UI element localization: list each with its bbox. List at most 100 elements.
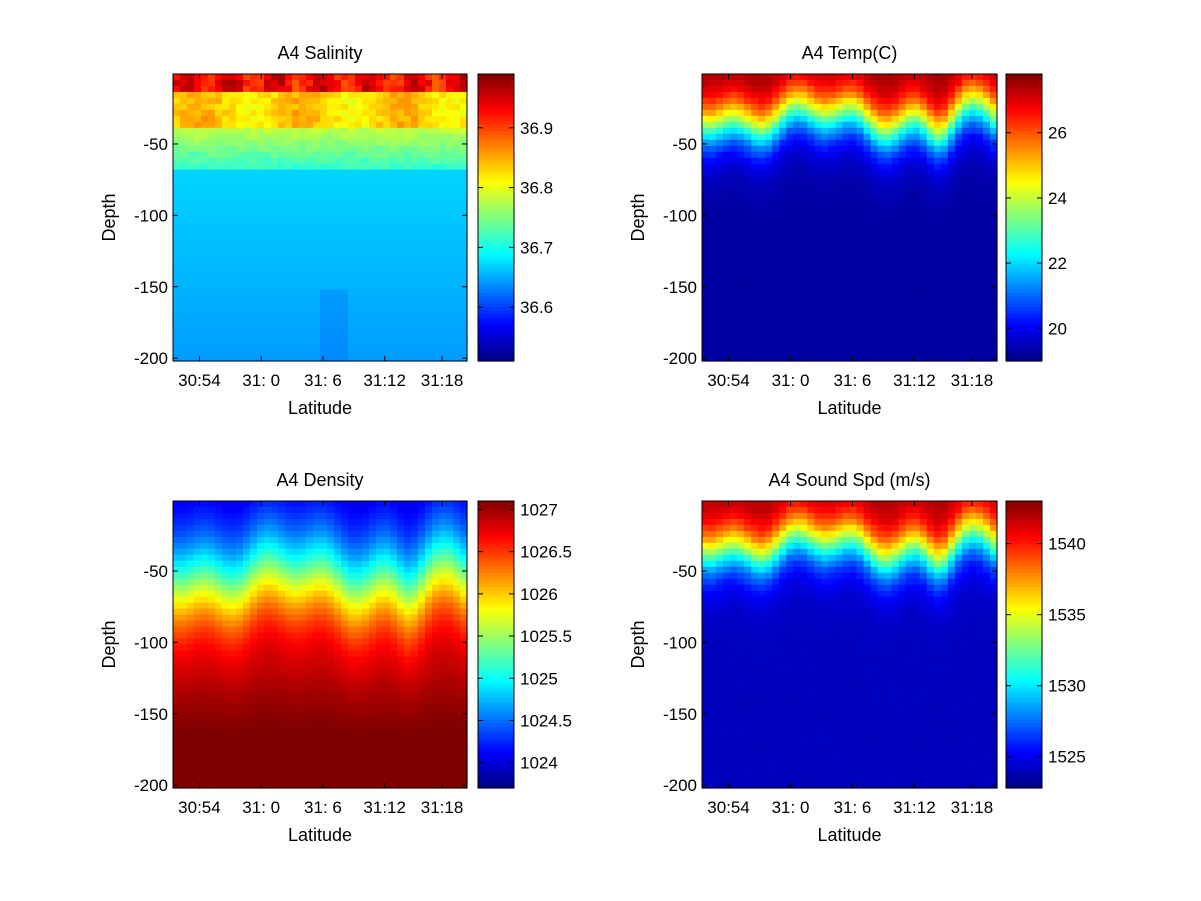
heatmap-cell [334,313,342,320]
heatmap-cell [425,127,433,135]
heatmap-cell [723,265,731,272]
heatmap-cell [222,74,230,81]
heatmap-cell [292,127,300,135]
heatmap-cell [257,121,265,129]
heatmap-cell [989,145,998,153]
heatmap-cell [187,566,195,574]
heatmap-cell [390,355,398,362]
heatmap-cell [180,283,188,290]
heatmap-cell [758,265,766,272]
heatmap-cell [236,235,244,243]
heatmap-cell [250,337,258,344]
heatmap-cell [180,680,188,687]
heatmap-cell [320,325,328,332]
heatmap-cell [432,133,440,141]
heatmap-cell [271,133,279,141]
chart-title: A4 Salinity [277,43,362,63]
heatmap-cell [376,151,384,159]
heatmap-cell [306,265,314,272]
heatmap-cell [779,157,787,165]
heatmap-cell [418,235,426,243]
heatmap-cell [835,277,844,284]
heatmap-cell [264,554,272,562]
heatmap-cell [814,151,822,159]
heatmap-cell [961,307,970,314]
heatmap-cell [975,133,984,141]
heatmap-cell [215,548,223,556]
heatmap-cell [933,157,942,165]
heatmap-cell [954,169,963,177]
heatmap-cell [271,79,279,87]
heatmap-cell [341,253,349,260]
heatmap-cell [751,283,759,290]
heatmap-cell [355,301,363,308]
heatmap-cell [348,139,356,147]
heatmap-cell [215,211,223,219]
heatmap-cell [285,109,293,117]
heatmap-cell [730,229,738,237]
heatmap-cell [905,271,914,278]
heatmap-cell [201,758,209,765]
heatmap-cell [982,271,991,278]
heatmap-cell [236,109,244,117]
heatmap-cell [355,319,363,326]
heatmap-cell [968,91,977,99]
heatmap-cell [940,217,949,225]
heatmap-cell [236,295,244,302]
heatmap-cell [320,169,328,177]
heatmap-cell [432,253,440,260]
heatmap-cell [187,217,195,225]
heatmap-cell [187,686,195,693]
heatmap-cell [355,325,363,332]
heatmap-cell [201,127,209,135]
heatmap-cell [201,746,209,753]
heatmap-cell [891,235,900,243]
heatmap-cell [905,331,914,338]
heatmap-cell [327,145,335,153]
heatmap-cell [292,97,300,105]
heatmap-cell [961,91,970,99]
heatmap-cell [954,217,963,225]
heatmap-cell [404,259,412,266]
heatmap-cell [187,524,195,532]
heatmap-cell [362,313,370,320]
heatmap-cell [975,127,984,135]
heatmap-cell [236,632,244,640]
heatmap-cell [327,223,335,231]
heatmap-cell [940,145,949,153]
heatmap-cell [758,301,766,308]
heatmap-cell [821,169,830,177]
heatmap-cell [278,181,286,189]
heatmap-cell [842,133,851,141]
heatmap-cell [779,229,787,237]
heatmap-cell [383,343,391,350]
heatmap-cell [222,746,230,753]
heatmap-cell [751,109,759,117]
heatmap-cell [250,782,258,789]
heatmap-cell [411,349,419,356]
heatmap-cell [828,283,837,290]
heatmap-cell [411,319,419,326]
heatmap-cell [702,187,710,195]
heatmap-cell [800,241,808,248]
heatmap-cell [320,97,328,105]
heatmap-cell [968,133,977,141]
heatmap-cell [418,187,426,195]
heatmap-cell [828,91,837,99]
heatmap-cell [898,169,907,177]
heatmap-cell [404,283,412,290]
heatmap-cell [201,536,209,544]
heatmap-cell [411,175,419,183]
heatmap-cell [243,265,251,272]
heatmap-cell [418,109,426,117]
heatmap-cell [975,169,984,177]
heatmap-cell [446,103,454,111]
heatmap-cell [891,325,900,332]
heatmap-cell [264,644,272,652]
heatmap-cell [453,307,461,314]
colorbar-tick-label: 20 [1048,319,1067,338]
heatmap-cell [229,91,237,99]
heatmap-cell [306,343,314,350]
heatmap-cell [397,307,405,314]
heatmap-cell [355,145,363,153]
